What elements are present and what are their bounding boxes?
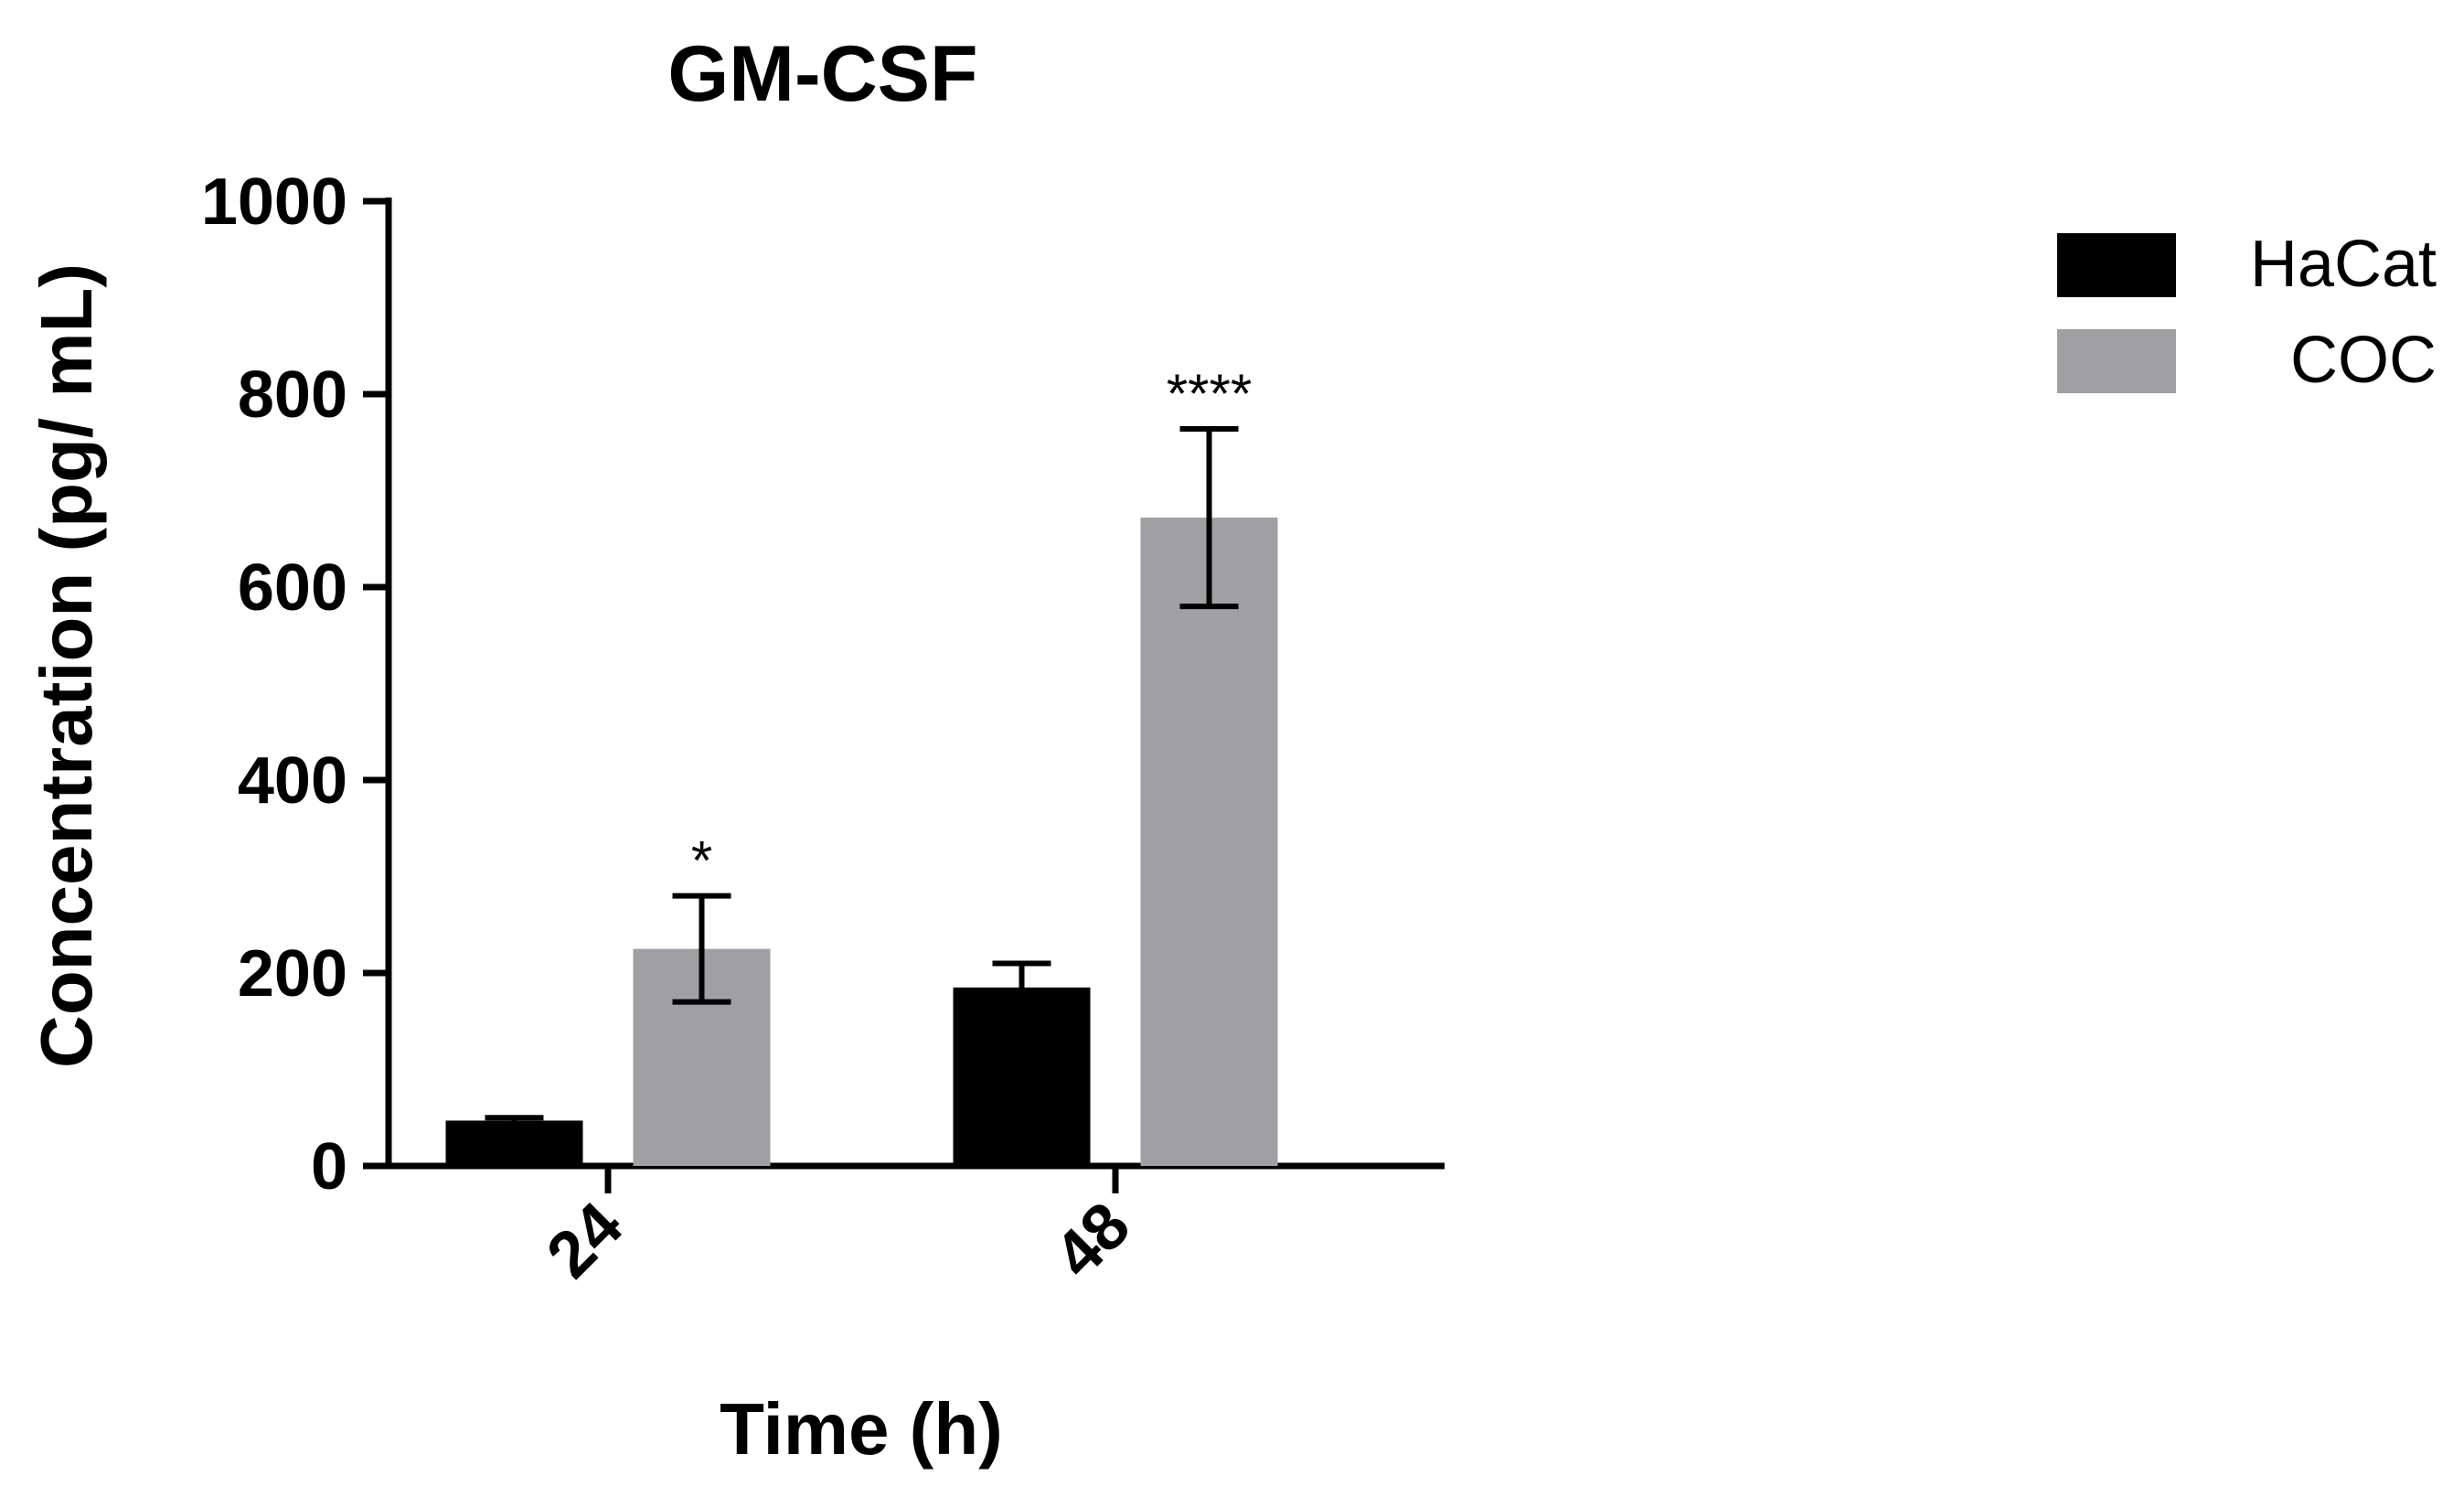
x-axis-label: Time (h) — [720, 1388, 1003, 1470]
chart-title: GM-CSF — [667, 30, 977, 118]
plot-area: 0 200 400 600 800 1000 24 * 48 **** — [201, 166, 1445, 1292]
y-axis-label: Concentration (pg/ mL) — [26, 263, 107, 1068]
x-tick-label: 24 — [533, 1189, 636, 1292]
legend-label-coc: COC — [2290, 324, 2437, 397]
y-tick-label: 1000 — [201, 166, 347, 239]
y-tick-label: 800 — [238, 358, 347, 432]
y-tick-label: 600 — [238, 551, 347, 625]
bar-hacat-48 — [953, 987, 1091, 1166]
significance-marker: **** — [1167, 363, 1252, 424]
legend-label-hacat: HaCat — [2250, 228, 2437, 301]
x-tick-label: 48 — [1040, 1189, 1144, 1292]
y-tick-label: 200 — [238, 937, 347, 1010]
y-tick-label: 400 — [238, 744, 347, 818]
bar-hacat-24 — [445, 1120, 583, 1166]
y-tick-label: 0 — [311, 1130, 347, 1203]
legend-swatch-coc — [2057, 329, 2176, 393]
bar-coc-48 — [1140, 518, 1278, 1166]
legend: HaCat COC — [2057, 228, 2437, 397]
significance-marker: * — [691, 830, 712, 892]
legend-swatch-hacat — [2057, 233, 2176, 297]
